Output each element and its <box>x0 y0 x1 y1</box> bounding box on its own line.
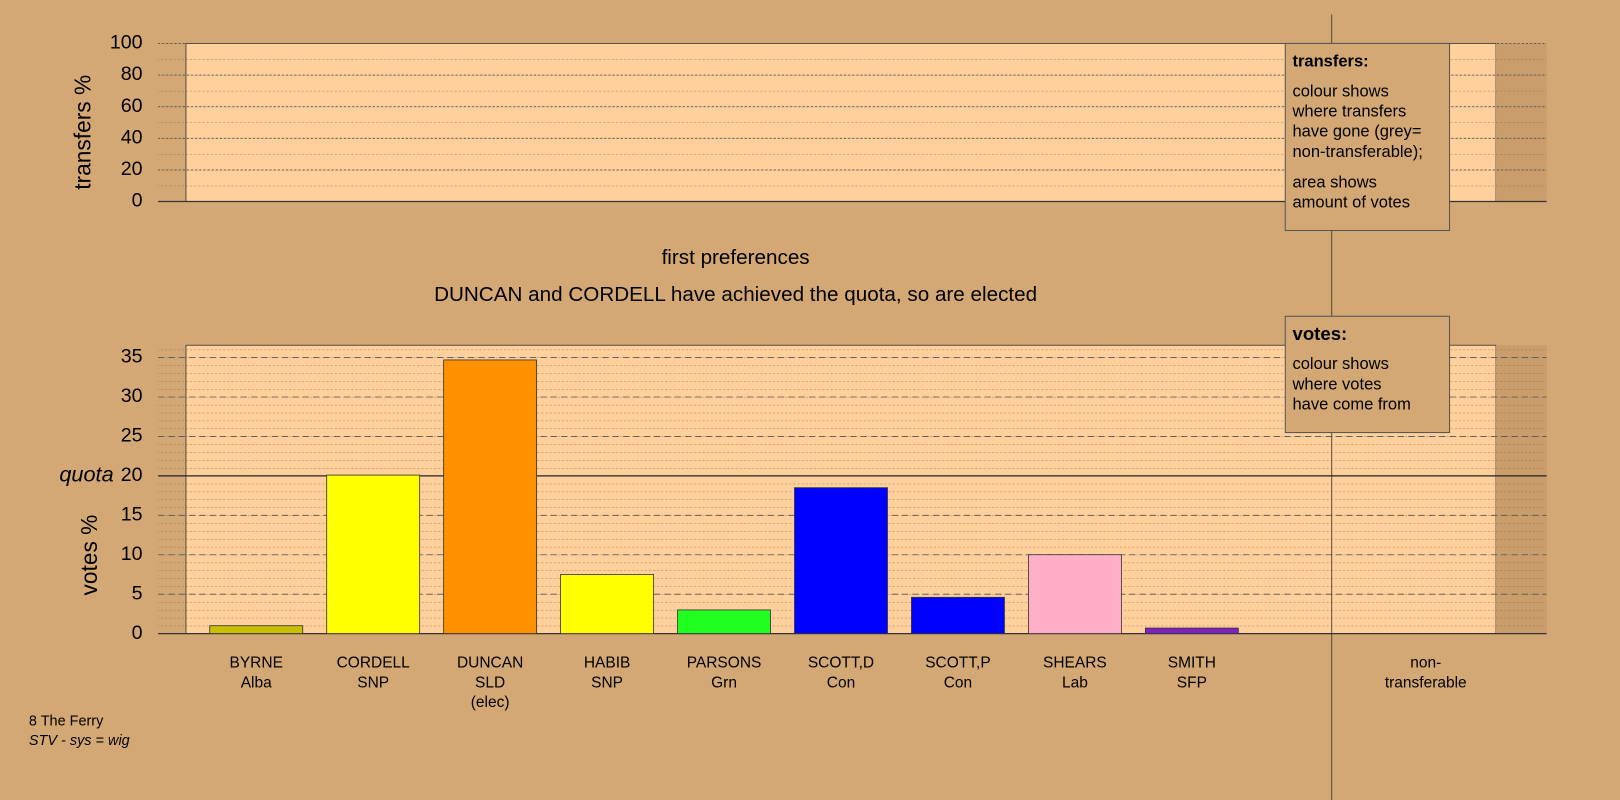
x-tick-label: SCOTT,D <box>808 655 874 672</box>
legend-text: colour shows <box>1292 354 1388 373</box>
y-tick-label: 60 <box>121 95 143 117</box>
x-tick-label: SFP <box>1177 674 1207 691</box>
x-tick-label: PARSONS <box>687 655 762 672</box>
bar <box>677 609 771 635</box>
x-tick-label: SNP <box>357 674 389 691</box>
bar <box>1027 554 1122 635</box>
y-tick-label: 0 <box>132 190 143 212</box>
legend-box <box>1284 42 1451 232</box>
legend-text: have gone (grey= <box>1292 122 1421 141</box>
x-tick-label: CORDELL <box>337 655 411 672</box>
y-tick-label: 100 <box>110 32 143 54</box>
bar <box>1144 627 1239 635</box>
legend-text: area shows <box>1292 172 1376 191</box>
y-tick-label: 40 <box>121 126 143 148</box>
x-tick-label: HABIB <box>584 655 631 672</box>
y-tick-label: 5 <box>132 582 143 604</box>
legend-title: votes: <box>1292 323 1347 344</box>
y-tick-label: 25 <box>121 425 143 447</box>
y-tick-label: 80 <box>121 63 143 85</box>
legend-title: transfers: <box>1292 51 1368 70</box>
x-tick-label: SLD <box>475 674 505 691</box>
y-tick-label: 30 <box>121 385 143 407</box>
bar <box>911 596 1005 635</box>
x-tick-label: BYRNE <box>230 655 283 672</box>
x-tick-label: non- <box>1410 655 1441 672</box>
x-tick-label: SMITH <box>1168 655 1216 672</box>
chart-title: first preferences <box>662 246 810 269</box>
legend-box <box>1284 315 1451 434</box>
footer: 8 The Ferry <box>29 713 104 729</box>
x-tick-label: Alba <box>241 674 272 691</box>
x-tick-label: Grn <box>711 674 737 691</box>
bar <box>209 625 304 635</box>
x-tick-label: DUNCAN <box>457 655 523 672</box>
y-tick-label: 20 <box>121 464 143 486</box>
x-tick-label: SNP <box>591 674 623 691</box>
chart-subtitle: DUNCAN and CORDELL have achieved the quo… <box>434 283 1037 306</box>
y-tick-label: 10 <box>121 543 143 565</box>
x-tick-label: SHEARS <box>1043 655 1107 672</box>
x-tick-label: SCOTT,P <box>925 655 990 672</box>
y-axis-label: transfers % <box>70 75 96 190</box>
legend-text: where transfers <box>1291 102 1406 121</box>
legend-text: non-transferable); <box>1292 142 1422 161</box>
y-tick-label: 20 <box>121 158 143 180</box>
x-tick-label: Lab <box>1062 674 1088 691</box>
bar <box>443 359 538 635</box>
bar <box>326 474 421 635</box>
quota-label: quota <box>59 462 113 487</box>
bar <box>794 487 888 635</box>
y-tick-label: 15 <box>121 503 143 525</box>
footer: STV - sys = wig <box>29 733 130 749</box>
y-tick-label: 35 <box>121 346 143 368</box>
y-axis-label: votes % <box>76 515 102 596</box>
legend-text: where votes <box>1291 374 1381 393</box>
legend-text: amount of votes <box>1292 192 1409 211</box>
legend-text: colour shows <box>1292 81 1388 100</box>
x-tick-label: (elec) <box>471 694 510 711</box>
x-tick-label: Con <box>944 674 972 691</box>
x-tick-label: Con <box>827 674 855 691</box>
bar <box>560 574 654 635</box>
y-tick-label: 0 <box>132 622 143 644</box>
legend-text: have come from <box>1292 395 1410 414</box>
x-tick-label: transferable <box>1385 674 1467 691</box>
marks <box>209 359 1239 635</box>
